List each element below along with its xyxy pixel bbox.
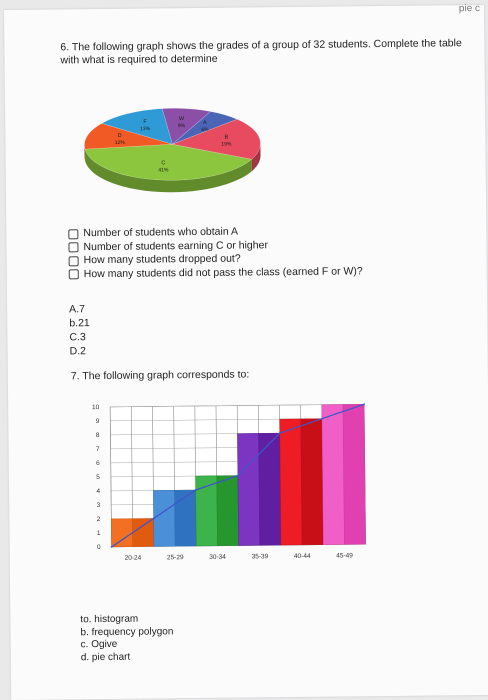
y-tick-label: 4 — [96, 488, 100, 495]
question-6-text: 6. The following graph shows the grades … — [60, 37, 462, 67]
question-7-text: 7. The following graph corresponds to: — [70, 368, 250, 383]
histogram-bar — [279, 418, 303, 546]
pie-slice — [84, 143, 253, 181]
checkbox-icon[interactable] — [68, 255, 79, 267]
answer-item: b.21 — [69, 317, 90, 330]
y-tick-label: 5 — [96, 474, 100, 481]
y-tick-label: 10 — [92, 404, 100, 411]
histogram-bar — [300, 418, 324, 546]
frequency-polygon-point — [194, 489, 197, 491]
histogram-bar — [153, 490, 176, 547]
pie-slice — [171, 119, 261, 160]
frequency-polygon-point — [110, 546, 113, 548]
y-tick-label: 3 — [97, 502, 101, 509]
histogram-chart: 0 1 2 3 4 5 6 7 8 9 10 20-24 25-29 30-34 35-39 40-44 45-… — [92, 403, 366, 562]
histogram-bar — [132, 518, 155, 547]
pie-slice-category: F — [143, 119, 147, 125]
choice-item[interactable]: c. Ogive — [80, 638, 118, 651]
pie-slice-side — [251, 143, 261, 172]
answer-item: D.2 — [69, 345, 86, 358]
pie-slice-percent: 12% — [115, 140, 126, 146]
frequency-polygon-point — [152, 517, 155, 520]
x-tick-label: 25-29 — [167, 554, 184, 561]
pie-slice-side — [84, 145, 86, 162]
pie-slice-percent: 13% — [140, 126, 151, 132]
pie-slice — [101, 108, 173, 145]
pie-slice-category: W — [179, 116, 185, 122]
histogram-bar — [321, 404, 345, 545]
histogram-bar — [342, 404, 366, 545]
pie-slice-category: A — [203, 120, 207, 126]
pie-slice-category: D — [118, 133, 122, 139]
answer-item: A.7 — [69, 303, 85, 316]
pie-slice — [172, 111, 238, 145]
y-tick-label: 7 — [96, 446, 100, 453]
histogram-bar — [216, 475, 239, 546]
histogram-bar — [174, 489, 197, 547]
choice-item[interactable]: d. pie chart — [80, 651, 131, 663]
pie-slice-category: C — [161, 160, 165, 166]
pie-slice-percent: 19% — [221, 141, 232, 147]
answer-item: C.3 — [69, 331, 86, 344]
x-tick-label: 30-34 — [209, 554, 226, 561]
y-tick-label: 6 — [96, 460, 100, 467]
question-6-options: Number of students who obtain A Number o… — [68, 224, 363, 281]
pie-slice-category: B — [224, 134, 228, 140]
pie-slice-percent: 41% — [158, 167, 169, 173]
histogram-bar — [258, 432, 282, 546]
y-tick-label: 9 — [96, 418, 100, 425]
question-7-choices: to. histogram b. frequency polygon c. Og… — [80, 613, 173, 664]
corner-text: pie c — [458, 3, 481, 15]
y-tick-label: 2 — [97, 516, 101, 523]
pie-slice-percent: 6% — [201, 127, 209, 133]
checkbox-icon[interactable] — [68, 228, 79, 240]
x-tick-label: 45-49 — [336, 552, 353, 559]
y-tick-label: 0 — [97, 544, 101, 551]
grades-pie-chart: C41% D12% F13% W9% A6% B19% — [84, 107, 261, 193]
y-tick-label: 1 — [97, 530, 101, 537]
option-item[interactable]: How many students did not pass the class… — [68, 265, 363, 282]
frequency-polygon-point — [278, 432, 281, 435]
frequency-polygon-point — [321, 417, 323, 420]
choice-item[interactable]: b. frequency polygon — [80, 625, 174, 638]
y-tick-label: 8 — [96, 432, 100, 439]
x-tick-label: 20-24 — [125, 555, 142, 562]
pie-slice — [84, 123, 173, 150]
pie-slice — [161, 107, 212, 145]
choice-item[interactable]: to. histogram — [80, 613, 139, 626]
pie-slice-percent: 9% — [178, 123, 186, 129]
worksheet-page: pie c 6. The following graph shows the g… — [4, 3, 488, 700]
histogram-bar — [237, 433, 260, 546]
checkbox-icon[interactable] — [68, 269, 79, 280]
x-tick-label: 35-39 — [252, 553, 269, 560]
question-6-answers: A.7 b.21 C.3 D.2 — [69, 302, 90, 358]
frequency-polygon-point — [363, 403, 366, 406]
histogram-bar — [111, 518, 133, 548]
pie-slice-side — [85, 149, 252, 193]
frequency-polygon-point — [236, 474, 239, 477]
x-tick-label: 40-44 — [294, 553, 311, 560]
checkbox-icon[interactable] — [68, 242, 79, 253]
